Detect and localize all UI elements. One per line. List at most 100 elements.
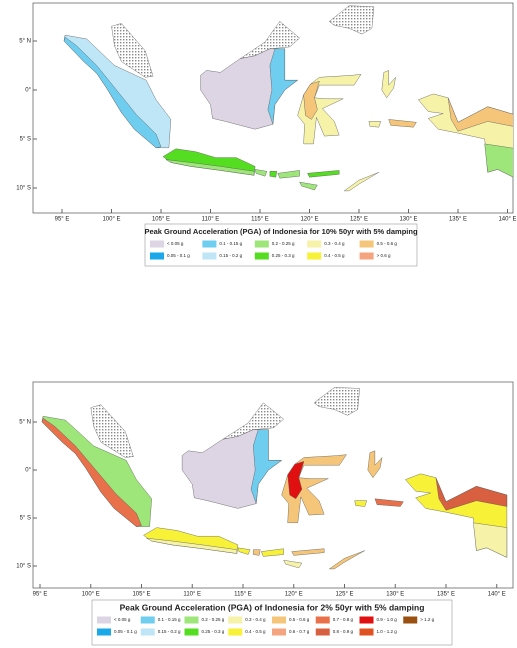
legend-swatch [272,628,286,636]
hazard-zone [484,143,513,178]
hazard-zone [283,559,303,569]
lat-label: 10° S [16,186,31,192]
lon-label: 125° E [335,592,353,598]
legend-label: 0.25 - 0.3 g [272,253,295,258]
legend-label: 0.05 - 0.1 g [167,253,190,258]
hazard-zone [307,170,340,178]
legend-label: < 0.05 g [114,617,131,622]
land [41,387,508,570]
legend-swatch [202,240,217,248]
legend-label: 0.15 - 0.2 g [219,253,242,258]
map-panel: 5° N 0° 5° S 10° S 95° E 100° E 105° E 110° E 11… [16,2,517,267]
lat-label: 5° N [19,39,31,45]
lon-label: 95° E [33,592,48,598]
hazard-zone [63,36,162,149]
lon-label: 105° E [152,217,170,223]
hazard-zone [303,80,320,120]
legend-label: 0.1 - 0.15 g [219,241,242,246]
foreign-land [90,404,134,458]
foreign-land [328,5,375,35]
legend-label: 0.8 - 0.9 g [333,629,354,634]
hazard-zone [367,450,383,479]
legend-swatch [359,252,374,260]
legend-label: 0.3 - 0.4 g [324,241,345,246]
hazard-zone [146,538,238,554]
legend-label: 0.6 - 0.7 g [289,629,310,634]
hazard-zone [374,498,404,507]
legend-label: 0.4 - 0.5 g [324,253,345,258]
hazard-zone [381,70,396,99]
legend-swatch [228,616,243,624]
lon-label: 115° E [234,592,252,598]
legend-title: Peak Ground Acceleration (PGA) of Indone… [120,602,425,612]
legend-swatch [307,252,322,260]
legend-swatch [97,616,111,624]
map-panel: 5° N 0° 5° S 10° S 95° E 100° E 105° E 110° E 11… [16,381,514,646]
legend-label: 0.2 - 0.25 g [202,617,225,622]
land [63,5,513,192]
hazard-zone [343,172,379,192]
legend-swatch [150,240,164,248]
legend-swatch [97,628,111,636]
lon-label: 110° E [183,592,201,598]
lon-label: 140° E [488,592,506,598]
legend-label: 1.0 - 1.2 g [377,629,398,634]
foreign-land [111,23,154,78]
hazard-zone [435,477,508,511]
legend-swatch [184,616,199,624]
legend-label: 0.15 - 0.2 g [158,629,181,634]
lon-label: 135° E [449,217,467,223]
legend-swatch [359,240,374,248]
lon-label: 110° E [202,217,220,223]
hazard-zone [354,500,368,507]
hazard-zone [165,159,255,176]
lat-label: 0° [25,88,31,94]
hazard-zone [254,169,268,177]
legend-label: 0.05 - 0.1 g [114,629,137,634]
hazard-zone [237,547,251,555]
lon-label: 125° E [350,217,368,223]
lon-label: 100° E [102,217,120,223]
hazard-zone [41,417,142,527]
legend-swatch [403,616,418,624]
legend-title: Peak Ground Acceleration (PGA) of Indone… [144,227,418,236]
legend-label: 0.1 - 0.15 g [158,617,181,622]
hazard-zone [328,550,365,570]
lat-label: 0° [25,468,31,474]
legend-swatch [254,240,269,248]
legend-swatch [140,628,155,636]
legend-label: 0.5 - 0.6 g [289,617,310,622]
legend-swatch [228,628,243,636]
legend-label: 0.5 - 0.6 g [377,241,398,246]
legend-label: 0.4 - 0.5 g [245,629,266,634]
hazard-zone [473,522,508,558]
legend-swatch [202,252,217,260]
legend-label: 0.2 - 0.25 g [272,241,295,246]
hazard-zone [267,48,299,125]
legend-swatch [150,252,164,260]
legend-label: > 1.2 g [420,617,434,622]
legend-swatch [359,616,374,624]
hazard-zone [261,548,284,557]
lon-label: 135° E [437,592,455,598]
lat-label: 5° N [19,420,31,426]
lon-label: 140° E [498,217,516,223]
legend-swatch [140,616,155,624]
legend-swatch [184,628,199,636]
lon-label: 120° E [285,592,303,598]
foreign-land [313,387,360,416]
legend-label: 0.9 - 1.0 g [377,617,398,622]
legend-swatch [272,616,286,624]
legend-swatch [315,628,330,636]
lat-label: 10° S [16,564,31,570]
lat-label: 5° S [20,137,31,143]
lon-label: 115° E [251,217,269,223]
lon-label: 105° E [132,592,150,598]
hazard-zone [250,429,283,504]
hazard-zone [447,97,513,132]
lon-label: 130° E [386,592,404,598]
hazard-zone [277,170,300,179]
legend-swatch [315,616,330,624]
legend-label: 0.25 - 0.3 g [202,629,225,634]
